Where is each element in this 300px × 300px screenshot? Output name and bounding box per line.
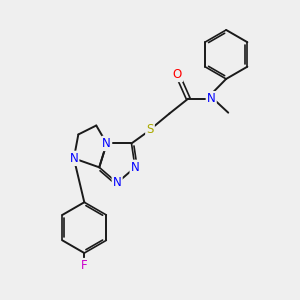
Text: N: N — [70, 152, 78, 165]
Text: N: N — [113, 176, 122, 189]
Text: N: N — [102, 137, 111, 150]
Text: N: N — [207, 92, 216, 105]
Text: O: O — [173, 68, 182, 81]
Text: S: S — [146, 123, 154, 136]
Text: N: N — [131, 161, 140, 174]
Text: F: F — [81, 259, 88, 272]
